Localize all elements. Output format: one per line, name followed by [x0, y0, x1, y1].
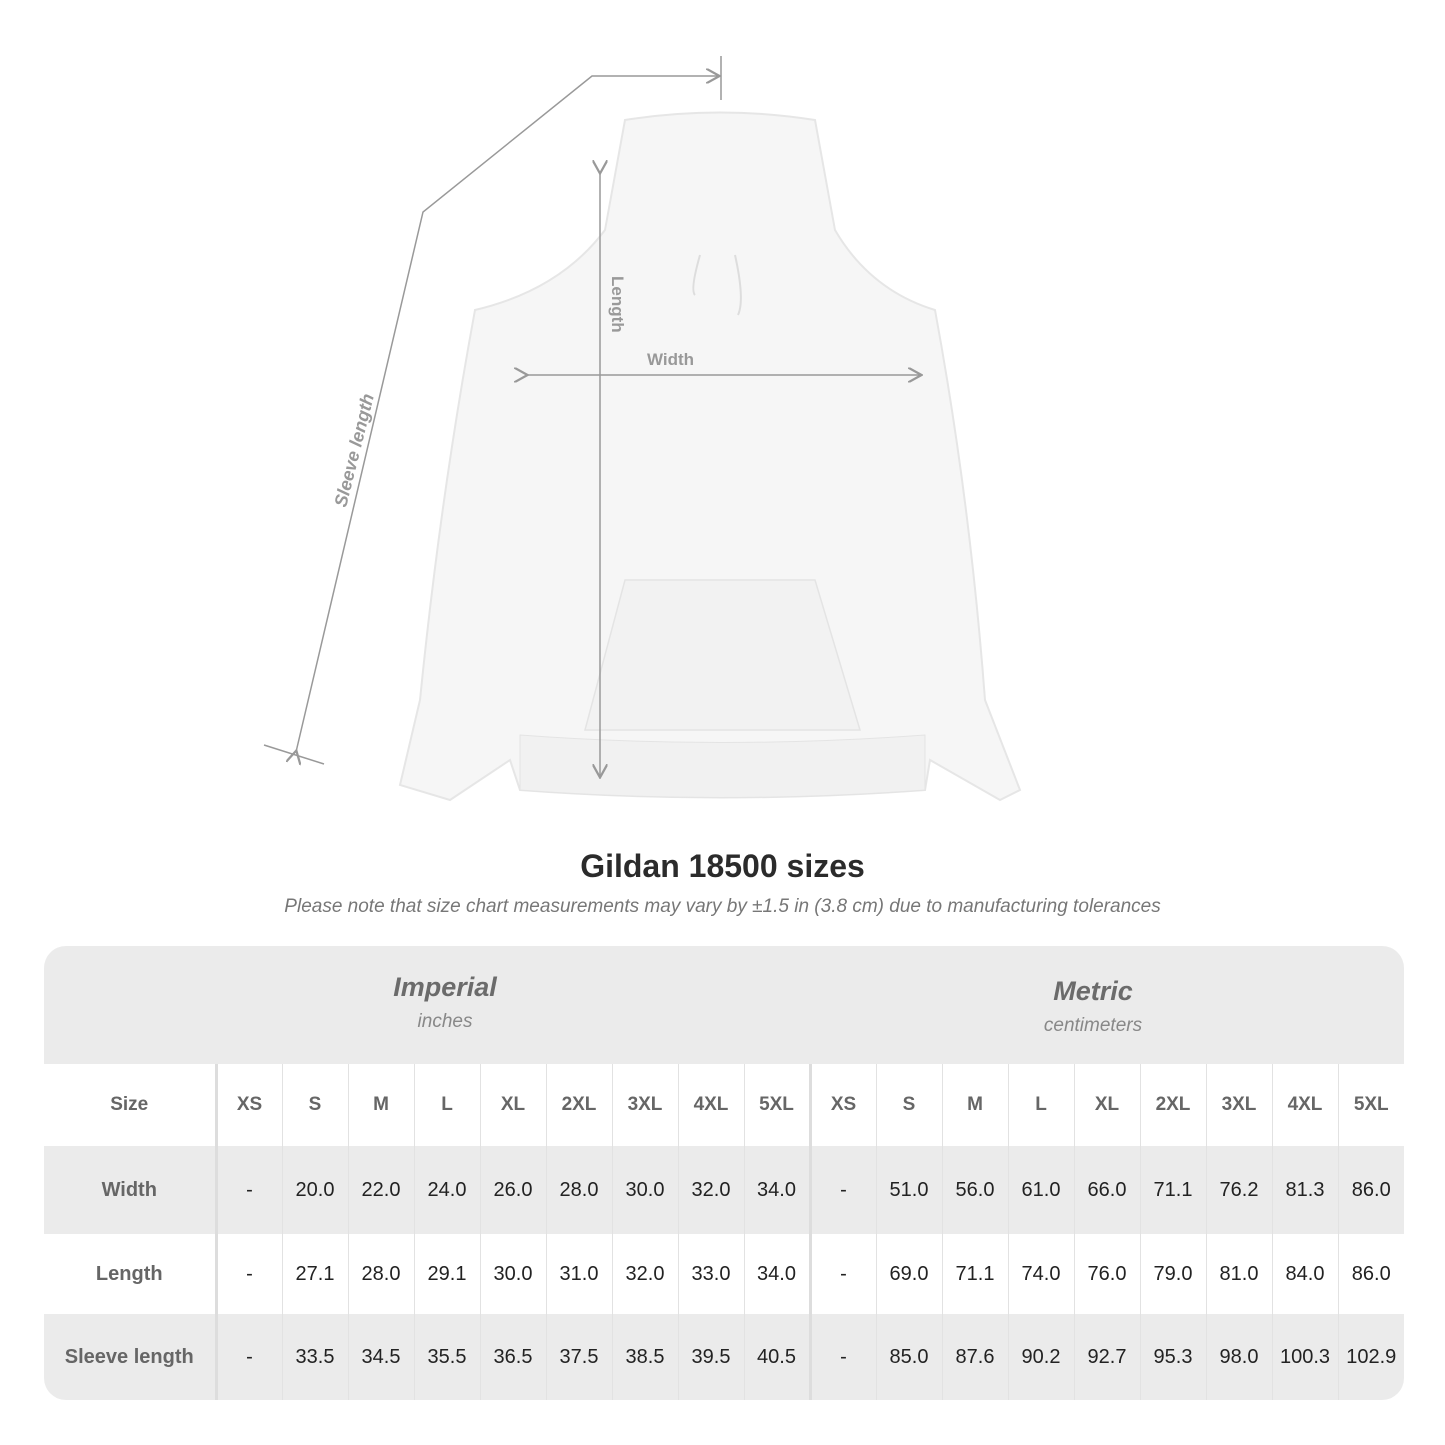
- imperial-cell: 40.5: [743, 1314, 810, 1400]
- size-column-label: Size: [44, 1064, 218, 1146]
- metric-cell: 95.3: [1139, 1314, 1206, 1400]
- hoodie-image: [398, 111, 1022, 802]
- imperial-cell: 20.0: [281, 1146, 348, 1234]
- imperial-cell: 39.5: [677, 1314, 744, 1400]
- imperial-unit: inches: [417, 1011, 473, 1032]
- metric-cell: 87.6: [941, 1314, 1008, 1400]
- metric-size-3XL: 3XL: [1205, 1064, 1272, 1146]
- metric-cell: 81.0: [1205, 1234, 1272, 1314]
- imperial-cell: 31.0: [545, 1234, 612, 1314]
- metric-cell: 92.7: [1073, 1314, 1140, 1400]
- metric-cell: 56.0: [941, 1146, 1008, 1234]
- metric-cell: -: [808, 1314, 876, 1400]
- imperial-cell: 28.0: [545, 1146, 612, 1234]
- hoodie-diagram: Length Width Sleeve length: [263, 56, 1022, 802]
- table-row: Width -20.0 22.0 24.0 26.0 28.0 30.0 32.0 34.0-5…: [44, 1146, 1404, 1234]
- imperial-cell: 34.0: [743, 1146, 810, 1234]
- metric-header: Metric centimeters: [796, 976, 1390, 1037]
- row-label: Sleeve length: [44, 1314, 218, 1400]
- metric-cell: 86.0: [1337, 1146, 1404, 1234]
- imperial-cell: -: [215, 1146, 282, 1234]
- metric-cell: 69.0: [875, 1234, 942, 1314]
- metric-cell: 79.0: [1139, 1234, 1206, 1314]
- row-label: Length: [44, 1234, 218, 1314]
- imperial-cell: 22.0: [347, 1146, 414, 1234]
- tolerance-note: Please note that size chart measurements…: [284, 896, 1161, 917]
- imperial-cell: 38.5: [611, 1314, 678, 1400]
- metric-cell: 81.3: [1271, 1146, 1338, 1234]
- imperial-cell: 34.0: [743, 1234, 810, 1314]
- row-label: Width: [44, 1146, 218, 1234]
- imperial-size-3XL: 3XL: [611, 1064, 678, 1146]
- imperial-cell: 33.5: [281, 1314, 348, 1400]
- imperial-size-M: M: [347, 1064, 414, 1146]
- imperial-size-4XL: 4XL: [677, 1064, 744, 1146]
- metric-cell: 84.0: [1271, 1234, 1338, 1314]
- metric-cell: -: [808, 1234, 876, 1314]
- imperial-cell: -: [215, 1314, 282, 1400]
- imperial-cell: 32.0: [677, 1146, 744, 1234]
- imperial-size-XL: XL: [479, 1064, 546, 1146]
- metric-cell: 51.0: [875, 1146, 942, 1234]
- metric-cell: 85.0: [875, 1314, 942, 1400]
- imperial-cell: 30.0: [611, 1146, 678, 1234]
- size-table-card: Imperial inches Metric centimeters Size X…: [44, 946, 1404, 1400]
- metric-size-4XL: 4XL: [1271, 1064, 1338, 1146]
- imperial-cell: 37.5: [545, 1314, 612, 1400]
- metric-cell: 71.1: [941, 1234, 1008, 1314]
- metric-cell: 102.9: [1337, 1314, 1404, 1400]
- metric-cell: 86.0: [1337, 1234, 1404, 1314]
- metric-cell: 76.0: [1073, 1234, 1140, 1314]
- sleeve-length-label: Sleeve length: [330, 392, 377, 509]
- imperial-size-S: S: [281, 1064, 348, 1146]
- metric-cell: 100.3: [1271, 1314, 1338, 1400]
- metric-size-5XL: 5XL: [1337, 1064, 1404, 1146]
- page-title: Gildan 18500 sizes: [580, 848, 865, 884]
- imperial-size-L: L: [413, 1064, 480, 1146]
- metric-size-L: L: [1007, 1064, 1074, 1146]
- imperial-cell: 34.5: [347, 1314, 414, 1400]
- imperial-cell: 35.5: [413, 1314, 480, 1400]
- imperial-cell: 32.0: [611, 1234, 678, 1314]
- unit-header-band: Imperial inches Metric centimeters: [44, 946, 1404, 1064]
- imperial-size-5XL: 5XL: [743, 1064, 810, 1146]
- metric-cell: 66.0: [1073, 1146, 1140, 1234]
- imperial-cell: -: [215, 1234, 282, 1314]
- table-row: Length -27.1 28.0 29.1 30.0 31.0 32.0 33.0 34.0-…: [44, 1234, 1404, 1314]
- length-label: Length: [608, 276, 627, 333]
- metric-cell: 61.0: [1007, 1146, 1074, 1234]
- size-table: Size XS S M L XL 2XL 3XL 4XL 5XL XS S M L XL 2XL 3XL 4XL 5…: [44, 1064, 1404, 1400]
- table-row: Sleeve length -33.5 34.5 35.5 36.5 37.5 38.5 39…: [44, 1314, 1404, 1400]
- imperial-cell: 36.5: [479, 1314, 546, 1400]
- imperial-cell: 29.1: [413, 1234, 480, 1314]
- metric-cell: 71.1: [1139, 1146, 1206, 1234]
- imperial-cell: 24.0: [413, 1146, 480, 1234]
- imperial-cell: 33.0: [677, 1234, 744, 1314]
- metric-title: Metric: [1053, 976, 1133, 1006]
- metric-cell: 74.0: [1007, 1234, 1074, 1314]
- metric-unit: centimeters: [1043, 1015, 1143, 1036]
- width-label: Width: [647, 350, 694, 369]
- metric-size-S: S: [875, 1064, 942, 1146]
- imperial-cell: 26.0: [479, 1146, 546, 1234]
- imperial-cell: 27.1: [281, 1234, 348, 1314]
- imperial-title: Imperial: [393, 972, 497, 1002]
- metric-size-M: M: [941, 1064, 1008, 1146]
- imperial-cell: 28.0: [347, 1234, 414, 1314]
- metric-cell: 76.2: [1205, 1146, 1272, 1234]
- metric-cell: 98.0: [1205, 1314, 1272, 1400]
- metric-cell: 90.2: [1007, 1314, 1074, 1400]
- metric-size-XL: XL: [1073, 1064, 1140, 1146]
- metric-size-XS: XS: [808, 1064, 876, 1146]
- imperial-header: Imperial inches: [148, 972, 742, 1033]
- imperial-size-XS: XS: [215, 1064, 282, 1146]
- imperial-size-2XL: 2XL: [545, 1064, 612, 1146]
- measurement-lines: [263, 56, 920, 776]
- size-header-row: Size XS S M L XL 2XL 3XL 4XL 5XL XS S M L XL 2XL 3XL 4XL 5…: [44, 1064, 1404, 1146]
- metric-cell: -: [808, 1146, 876, 1234]
- metric-size-2XL: 2XL: [1139, 1064, 1206, 1146]
- imperial-cell: 30.0: [479, 1234, 546, 1314]
